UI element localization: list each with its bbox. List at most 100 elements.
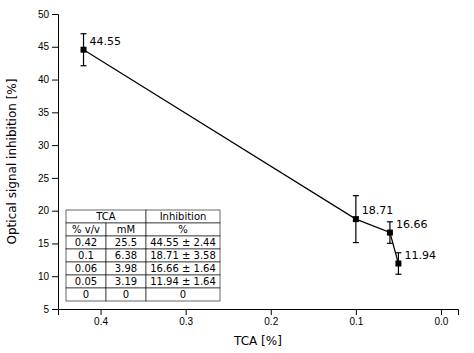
table-cell	[106, 288, 146, 301]
table-cell	[146, 210, 220, 223]
chart: 0.40.30.20.10.05101520253035404550TCA [%…	[0, 0, 474, 353]
tick-label: 0.0	[435, 316, 449, 327]
table-cell	[66, 236, 106, 249]
table-cell	[106, 275, 146, 288]
data-label: 16.66	[396, 218, 428, 231]
tick: 0.3	[179, 309, 193, 327]
tick-mark	[271, 309, 272, 315]
tick-mark	[52, 112, 58, 113]
table-cell	[66, 223, 106, 236]
tick-mark	[52, 309, 58, 310]
table-text: %	[178, 224, 188, 235]
axis-line	[52, 15, 59, 310]
error-bar-cap	[387, 221, 393, 222]
error-bar-cap	[353, 242, 359, 243]
tick-label: 35	[38, 107, 50, 118]
tick-mark	[101, 309, 102, 315]
line	[84, 50, 399, 264]
error-bar-cap	[353, 195, 359, 196]
y-axis-title: Optical signal inhibition [%]	[5, 79, 19, 245]
tick: 50	[38, 9, 58, 20]
table-text: 0.06	[75, 263, 97, 274]
error-bar-cap	[81, 65, 87, 66]
tick-mark	[52, 47, 58, 48]
table-text: 11.94 ± 1.64	[150, 276, 216, 287]
tick-mark	[52, 243, 58, 244]
tick-label: 20	[38, 205, 50, 216]
table-cell	[106, 236, 146, 249]
table-text: 16.66 ± 1.64	[150, 263, 216, 274]
error-bar	[395, 253, 401, 275]
table-text: 25.5	[115, 237, 137, 248]
tick-mark	[186, 309, 187, 315]
table-cell	[146, 262, 220, 275]
table-cell	[66, 288, 106, 301]
tick-mark	[52, 276, 58, 277]
tick-mark	[356, 309, 357, 315]
tick: 0.2	[264, 309, 278, 327]
error-bar-cap	[395, 252, 401, 253]
marker	[387, 230, 393, 236]
tick: 30	[38, 140, 58, 151]
error-bar	[81, 34, 87, 66]
tick-label: 25	[38, 173, 50, 184]
y-axis: 5 10 15 20 25 30 35 40 45 50	[38, 9, 59, 315]
error-bar-cap	[387, 243, 393, 244]
table-cell	[66, 262, 106, 275]
tick-label: 10	[38, 271, 50, 282]
tick: 20	[38, 205, 58, 216]
table-cell	[146, 223, 220, 236]
tick-label: 40	[38, 74, 50, 85]
error-bar-cap	[81, 33, 87, 34]
tick-label: 50	[38, 9, 50, 20]
table-cell	[66, 275, 106, 288]
error-bar-cap	[395, 274, 401, 275]
table-text: 6.38	[115, 250, 137, 261]
table-text: 44.55 ± 2.44	[150, 237, 216, 248]
x-axis-title: TCA [%]	[233, 334, 282, 348]
table-cell	[146, 275, 220, 288]
tick: 5	[43, 304, 58, 315]
marker	[81, 47, 87, 53]
table-text: 3.98	[115, 263, 137, 274]
tick-mark	[52, 145, 58, 146]
tick-label: 0.4	[94, 316, 108, 327]
marks	[81, 34, 402, 275]
marker	[353, 216, 359, 222]
data-label: 18.71	[362, 204, 394, 217]
error-bar	[353, 196, 359, 243]
tick-mark	[52, 178, 58, 179]
tick-label: 0.2	[264, 316, 278, 327]
table-cell	[106, 249, 146, 262]
table-text: 0.1	[78, 250, 94, 261]
tick-label: 5	[43, 304, 49, 315]
tick-mark	[441, 309, 442, 315]
tick: 45	[38, 41, 58, 52]
marker	[395, 261, 401, 267]
table-text: TCA	[95, 211, 116, 222]
tick: 25	[38, 173, 58, 184]
tick-mark	[52, 14, 58, 15]
table-text: 18.71 ± 3.58	[150, 250, 216, 261]
tick-mark	[52, 80, 58, 81]
table-cell	[146, 288, 220, 301]
tick: 15	[38, 238, 58, 249]
table-cell	[66, 249, 106, 262]
tick-label: 0.1	[349, 316, 363, 327]
axis-line	[59, 310, 459, 316]
table-text: 0	[83, 289, 89, 300]
plot: 0.40.30.20.10.05101520253035404550TCA [%…	[5, 9, 459, 348]
table-text: 3.19	[115, 276, 137, 287]
error-bar	[387, 222, 393, 244]
table-text: 0.05	[75, 276, 97, 287]
tick-label: 45	[38, 41, 50, 52]
x-axis: 0.4 0.3 0.2 0.1 0.0	[59, 309, 459, 327]
table-text: % v/v	[72, 224, 100, 235]
tick: 0.0	[435, 309, 449, 327]
tick: 0.4	[94, 309, 108, 327]
table-cell	[146, 236, 220, 249]
table-text: mM	[117, 224, 135, 235]
tick: 40	[38, 74, 58, 85]
tick-label: 15	[38, 238, 50, 249]
tick: 0.1	[349, 309, 363, 327]
